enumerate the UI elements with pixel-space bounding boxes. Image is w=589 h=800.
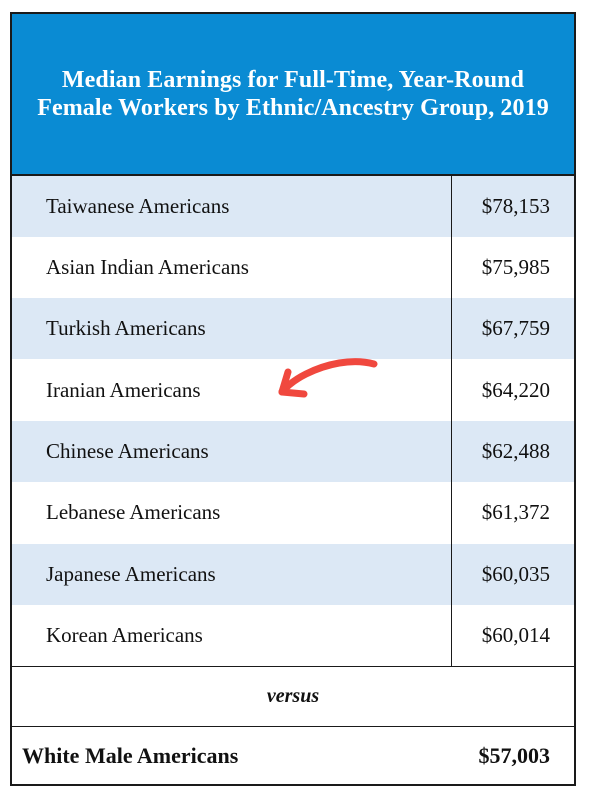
group-label: Iranian Americans (46, 378, 201, 402)
earnings-value: $60,014 (481, 623, 550, 647)
table-title: Median Earnings for Full-Time, Year-Roun… (37, 67, 549, 121)
table-row: Lebanese Americans $61,372 (12, 482, 574, 543)
group-label: Asian Indian Americans (46, 255, 249, 279)
versus-label: versus (266, 685, 320, 707)
earnings-value: $64,220 (481, 378, 550, 402)
earnings-value: $67,759 (481, 316, 550, 340)
comparison-earnings-value: $57,003 (478, 743, 551, 768)
table-row: Chinese Americans $62,488 (12, 421, 574, 482)
table-row: Taiwanese Americans $78,153 (12, 176, 574, 237)
versus-row: versus (12, 666, 574, 727)
group-label: Korean Americans (46, 623, 203, 647)
comparison-group-label: White Male Americans (22, 743, 239, 768)
group-label: Taiwanese Americans (46, 194, 230, 218)
earnings-value: $75,985 (481, 255, 550, 279)
column-divider (451, 176, 452, 666)
group-label: Lebanese Americans (46, 500, 221, 524)
earnings-value: $61,372 (481, 500, 550, 524)
group-label: Turkish Americans (46, 316, 206, 340)
table-row: Iranian Americans $64,220 (12, 360, 574, 421)
table-row: Korean Americans $60,014 (12, 605, 574, 666)
table-header: Median Earnings for Full-Time, Year-Roun… (12, 14, 574, 176)
group-label: Japanese Americans (46, 562, 216, 586)
group-label: Chinese Americans (46, 439, 209, 463)
earnings-table: Median Earnings for Full-Time, Year-Roun… (10, 12, 576, 786)
comparison-row: White Male Americans $57,003 (12, 727, 574, 784)
earnings-value: $60,035 (481, 562, 550, 586)
table-row: Turkish Americans $67,759 (12, 298, 574, 359)
table-body: Taiwanese Americans $78,153 Asian Indian… (12, 176, 574, 666)
table-row: Japanese Americans $60,035 (12, 544, 574, 605)
earnings-value: $78,153 (481, 194, 550, 218)
earnings-value: $62,488 (481, 439, 550, 463)
table-row: Asian Indian Americans $75,985 (12, 237, 574, 298)
